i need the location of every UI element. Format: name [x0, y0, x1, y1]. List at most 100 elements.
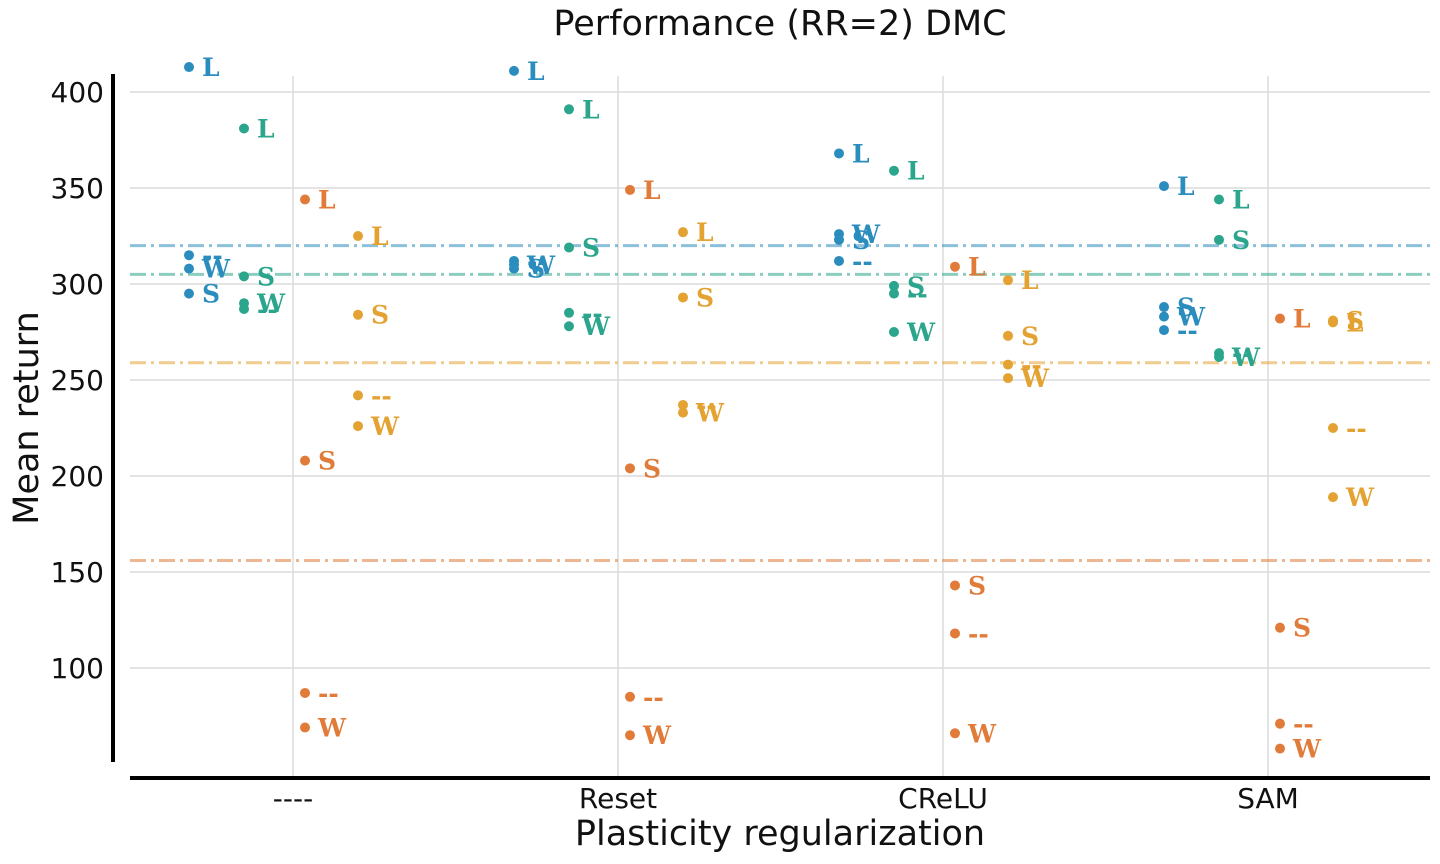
data-point: [239, 123, 249, 134]
point-marker-label: S: [643, 454, 661, 483]
y-tick-label: 350: [51, 172, 104, 205]
data-point: [625, 463, 635, 474]
point-marker-label: L: [968, 253, 986, 282]
point-marker-label: --: [371, 381, 392, 410]
data-point: [1159, 311, 1169, 322]
data-point: [353, 231, 363, 241]
data-point: [1159, 302, 1169, 313]
data-point: [1159, 325, 1169, 336]
data-point: [1214, 194, 1224, 205]
point-marker-label: --: [643, 683, 664, 712]
point-marker-label: --: [696, 391, 717, 420]
point-marker-label: W: [526, 251, 556, 280]
data-point: [184, 263, 194, 274]
data-point: [509, 65, 519, 76]
data-point: [678, 227, 688, 238]
point-marker-label: --: [202, 241, 223, 270]
data-point: [1275, 313, 1285, 324]
point-marker-label: L: [852, 139, 870, 168]
data-point: [1275, 718, 1285, 729]
data-point: [1159, 181, 1169, 192]
data-point: [300, 687, 310, 698]
point-marker-label: S: [257, 262, 275, 291]
point-marker-label: --: [582, 299, 603, 328]
point-marker-label: L: [907, 157, 925, 186]
point-marker-label: L: [696, 218, 714, 247]
data-point: [564, 104, 574, 115]
data-point: [678, 399, 688, 410]
data-point: [1328, 317, 1338, 328]
data-point: [625, 184, 635, 195]
data-point: [353, 390, 363, 401]
data-point: [1328, 492, 1338, 503]
data-point: [889, 327, 899, 337]
data-point: [678, 407, 688, 418]
point-marker-label: S: [968, 571, 986, 600]
data-point: [300, 455, 310, 466]
point-marker-label: S: [371, 301, 389, 330]
point-marker-label: L: [643, 176, 661, 205]
point-marker-label: S: [696, 283, 714, 312]
y-tick-label: 100: [51, 652, 104, 685]
data-point: [300, 722, 310, 733]
data-point: [889, 165, 899, 176]
data-point: [1328, 423, 1338, 433]
point-marker-label: L: [527, 57, 545, 86]
point-marker-label: L: [371, 222, 389, 251]
point-marker-label: W: [1345, 483, 1375, 512]
y-tick-label: 200: [51, 460, 104, 493]
point-marker-label: W: [695, 399, 725, 428]
x-tick-label: ----: [273, 782, 313, 815]
data-point: [950, 580, 960, 591]
point-marker-label: --: [1021, 351, 1042, 380]
data-point: [1275, 622, 1285, 633]
data-point: [834, 255, 844, 266]
point-marker-label: --: [1177, 316, 1198, 345]
data-point: [1003, 275, 1013, 286]
point-marker-label: L: [202, 53, 220, 82]
point-marker-label: S: [852, 226, 870, 255]
point-marker-label: L: [1232, 186, 1250, 215]
point-marker-label: S: [1177, 293, 1195, 322]
point-marker-label: S: [907, 272, 925, 301]
data-point: [1003, 373, 1013, 384]
point-marker-label: --: [1346, 414, 1367, 443]
data-point: [625, 730, 635, 741]
y-tick-label: 300: [51, 268, 104, 301]
y-axis-label: Mean return: [7, 311, 47, 525]
data-point: [950, 261, 960, 272]
point-marker-label: W: [1020, 364, 1050, 393]
point-marker-label: --: [318, 679, 339, 708]
data-point: [353, 421, 363, 432]
point-marker-label: L: [1346, 308, 1364, 337]
data-point: [564, 321, 574, 332]
data-point: [184, 288, 194, 299]
point-marker-label: W: [317, 714, 347, 743]
data-point: [678, 292, 688, 303]
point-marker-label: --: [527, 247, 548, 276]
axes-layer: [111, 74, 1430, 780]
data-point: [300, 194, 310, 205]
data-point: [184, 62, 194, 73]
chart-title: Performance (RR=2) DMC: [553, 4, 1006, 44]
point-marker-label: L: [257, 114, 275, 143]
point-marker-label: S: [527, 255, 545, 284]
data-point: [1214, 351, 1224, 362]
data-point: [1214, 234, 1224, 245]
data-point: [353, 309, 363, 320]
point-marker-label: W: [256, 289, 286, 318]
point-marker-label: W: [906, 318, 936, 347]
x-tick-label: Reset: [579, 782, 657, 815]
data-point: [889, 288, 899, 299]
data-point: [889, 280, 899, 291]
data-point: [625, 691, 635, 702]
point-marker-label: L: [1177, 172, 1195, 201]
point-marker-label: W: [1231, 343, 1261, 372]
point-marker-label: S: [582, 234, 600, 263]
point-marker-label: S: [1293, 614, 1311, 643]
point-marker-label: L: [582, 95, 600, 124]
data-point: [834, 234, 844, 245]
y-tick-label: 250: [51, 364, 104, 397]
data-point: [950, 728, 960, 739]
